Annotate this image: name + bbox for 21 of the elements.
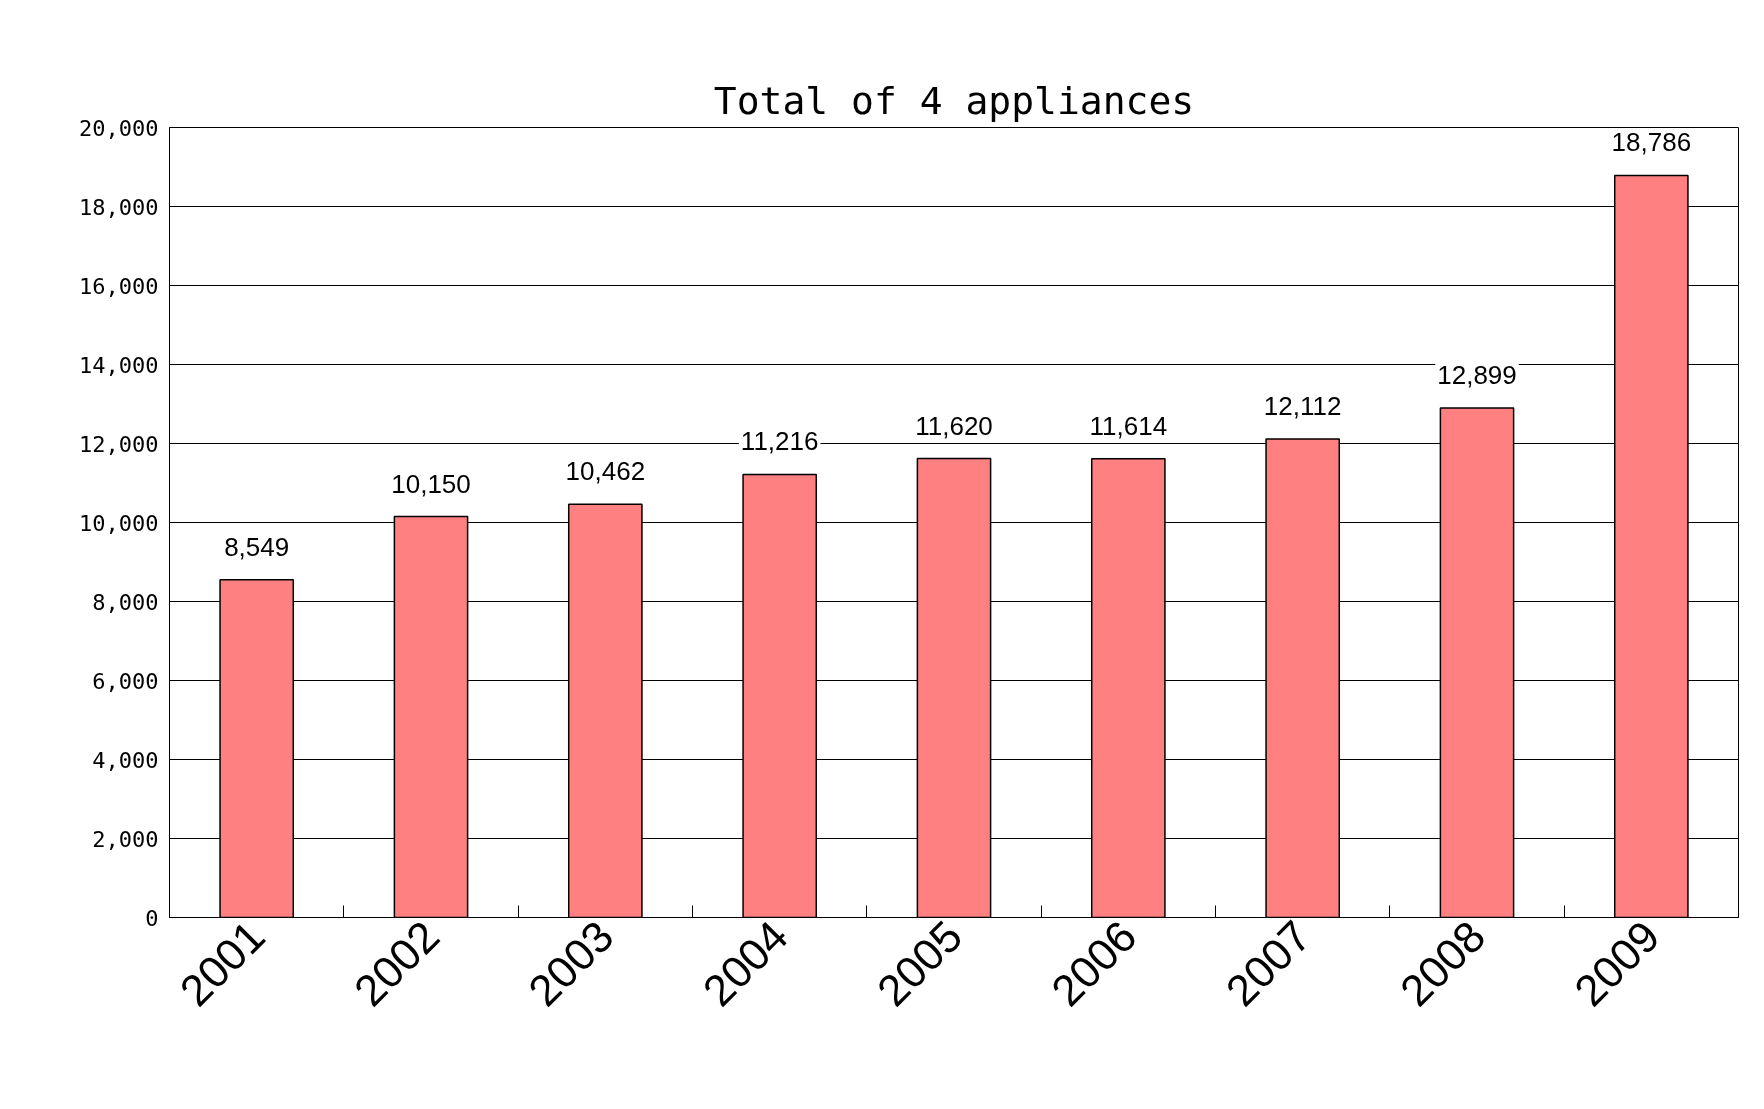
y-tick-label: 8,000 [92, 589, 159, 615]
data-label: 10,150 [391, 468, 471, 499]
data-label: 8,549 [224, 531, 290, 562]
data-label: 11,216 [740, 426, 819, 457]
y-tick-label: 10,000 [79, 510, 159, 536]
data-label: 12,112 [1263, 391, 1342, 422]
y-tick-label: 0 [145, 905, 159, 931]
y-tick-label: 20,000 [79, 115, 159, 141]
data-label: 11,614 [1089, 410, 1168, 441]
y-tick-label: 2,000 [92, 826, 159, 852]
y-tick-label: 18,000 [79, 194, 159, 220]
y-tick-label: 16,000 [79, 273, 159, 299]
y-tick-label: 14,000 [79, 352, 159, 378]
y-tick-label: 4,000 [92, 747, 159, 773]
data-label: 11,620 [915, 410, 993, 441]
data-label: 12,899 [1437, 359, 1517, 390]
data-label: 18,786 [1611, 127, 1692, 158]
data-label: 10,462 [565, 456, 646, 487]
y-tick-label: 12,000 [79, 431, 159, 457]
y-tick-label: 6,000 [92, 668, 159, 694]
chart-title: Total of 4 appliances [713, 78, 1195, 123]
